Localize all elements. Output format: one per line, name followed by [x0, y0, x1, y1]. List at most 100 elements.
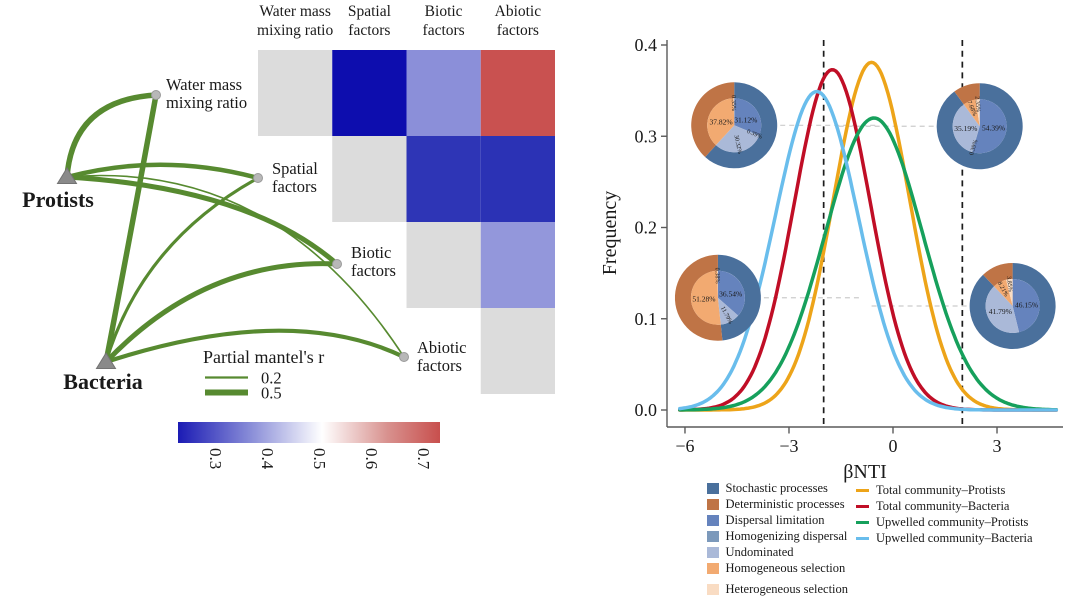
series-legend-item: Upwelled community–Protists [856, 516, 1033, 529]
pie-outer-slice [691, 82, 735, 157]
pie-slice-label: 0.38% [714, 268, 721, 284]
pie-slice-label: 37.82% [710, 118, 733, 127]
process-legend-item: Stochastic processes [707, 482, 848, 495]
density-curve [678, 89, 1059, 412]
mantel-legend-title: Partial mantel's r [203, 347, 324, 367]
pie-inner-slice [971, 126, 980, 153]
pie-inner-slice [1006, 278, 1013, 306]
pie-slice-label: 3.85% [1005, 276, 1014, 293]
pie-slice-label: 54.39% [982, 124, 1005, 133]
process-legend-label: Homogenizing dispersal [725, 529, 848, 543]
network-edge-protists-biotic [64, 174, 340, 267]
process-legend-label: Undominated [725, 545, 794, 559]
pie-inner-slice [717, 270, 718, 298]
process-legend-item: Dispersal limitation [707, 514, 848, 527]
series-legend-item: Total community–Protists [856, 484, 1033, 497]
legend-color-swatch [707, 514, 719, 527]
pie-slice-label: 30.32% [732, 134, 743, 154]
pie-inner-slice [972, 99, 1007, 154]
heatmap-cell [406, 136, 481, 222]
network-node-protists [56, 167, 78, 184]
process-legend-item: Homogeneous selection [707, 562, 848, 575]
process-legend-item: Undominated [707, 546, 848, 559]
process-legend-item: Homogenizing dispersal [707, 530, 848, 543]
colorbar-tick-label: 0.7 [414, 448, 433, 470]
y-tick-label: 0.0 [635, 400, 658, 420]
heatmap-cell [332, 50, 407, 136]
network-node-label-wmm: Water mass mixing ratio [166, 75, 247, 112]
pie-inner-slice [734, 125, 760, 137]
pie-outer-slice [705, 82, 778, 169]
colorbar-tick-label: 0.4 [258, 448, 277, 470]
density-curve [678, 116, 1059, 412]
y-tick-label: 0.4 [635, 35, 658, 55]
network-node-label-bacteria: Bacteria [63, 369, 142, 394]
series-legend-label: Upwelled community–Protists [876, 515, 1029, 529]
pie-outer-slice [983, 262, 1013, 287]
network-node-wmm [151, 90, 161, 100]
pie-inset-upper-left: 31.12%0.39%30.32%37.82%0.35% [691, 82, 778, 169]
y-axis-title: Frequency [600, 191, 621, 275]
right-panel-render: 0.0 0.1 0.2 0.3 0.4 −6 −3 0 3 31.12% 0.39% 30.32% 37… [635, 35, 1063, 456]
series-legend: Total community–Protists Total community–… [856, 484, 1033, 545]
x-tick-label: 3 [993, 436, 1002, 456]
process-legend-item: Heterogeneous selection [707, 583, 848, 596]
x-tick-label: −6 [675, 436, 694, 456]
network-node-label-protists: Protists [22, 187, 94, 212]
process-legend-item: Deterministic processes [707, 498, 848, 511]
pie-inner-slice [733, 98, 735, 126]
pie-slice-label: 51.28% [692, 294, 715, 303]
heatmap-diagonal-cell [480, 308, 555, 394]
series-legend-label: Upwelled community–Bacteria [876, 531, 1033, 545]
process-legend-label: Stochastic processes [725, 481, 828, 495]
legend-color-swatch [707, 530, 719, 543]
heatmap-diagonal-cell [406, 222, 481, 308]
legend-line-swatch [856, 521, 869, 524]
network-node-label-biotic: Biotic factors [351, 243, 396, 280]
series-legend-item: Total community–Bacteria [856, 500, 1033, 513]
pie-inner-slice [715, 125, 759, 153]
series-legend-label: Total community–Bacteria [876, 499, 1010, 513]
process-legend-label: Deterministic processes [725, 497, 845, 511]
network-node-bacteria [95, 352, 117, 369]
legend-line-swatch [856, 537, 869, 540]
heatmap-cell [480, 50, 555, 136]
mantel-network-heatmap-panel: Water mass mixing ratio Spatial factors Biot… [22, 3, 555, 470]
pie-slice-label: 0.35% [730, 95, 737, 111]
pie-inner-slice [952, 104, 980, 153]
legend-line-swatch [856, 489, 869, 492]
x-axis-title: βNTI [843, 461, 887, 483]
pie-inner-slice [985, 286, 1020, 333]
pie-inset-lower-right: 46.15%41.79%8.21%3.85% [969, 262, 1056, 349]
process-legend-label: Heterogeneous selection [725, 582, 849, 596]
network-edge-bacteria-biotic [103, 261, 340, 365]
process-legend: Stochastic processes Deterministic proces… [707, 482, 848, 596]
network-edge-protists-wmm [64, 92, 159, 180]
y-tick-label: 0.3 [635, 126, 658, 146]
process-legend-label: Homogeneous selection [725, 561, 846, 575]
network-node-biotic [332, 259, 342, 269]
heatmap-col-header: Abiotic factors [495, 3, 542, 39]
network-node-spatial [253, 173, 263, 183]
pie-inner-slice [975, 99, 980, 127]
process-legend-label: Dispersal limitation [725, 513, 825, 527]
y-tick-label: 0.2 [635, 218, 658, 238]
heatmap-diagonal-cell [258, 50, 333, 136]
heatmap-diagonal-cell [332, 136, 407, 222]
pie-outer-slice [674, 254, 723, 341]
network-edge-protists-abiotic [66, 174, 405, 358]
network-edge-bacteria-wmm [103, 92, 159, 365]
pie-inner-slice [963, 99, 980, 127]
network-edge-bacteria-abiotic [103, 328, 407, 365]
pie-slice-label: 36.54% [719, 290, 742, 299]
network-node-label-spatial: Spatial factors [272, 159, 318, 196]
pie-outer-slice [936, 83, 1023, 170]
legend-color-swatch [707, 482, 719, 495]
pie-outer-slice [969, 262, 1056, 349]
pie-inner-slice [994, 279, 1013, 306]
density-curve [678, 60, 1059, 412]
heatmap-col-header: Biotic factors [423, 3, 465, 39]
pie-slice-label: 2.35% [973, 96, 981, 112]
colorbar-tick-label: 0.5 [310, 448, 329, 469]
